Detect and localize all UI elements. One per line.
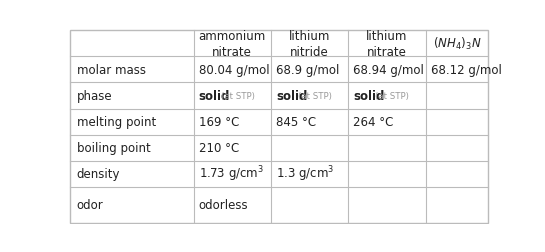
Text: odor: odor (76, 199, 104, 212)
Text: (at STP): (at STP) (221, 92, 255, 101)
Text: 845 °C: 845 °C (276, 116, 316, 129)
Text: lithium
nitrate: lithium nitrate (366, 30, 408, 59)
Text: ammonium
nitrate: ammonium nitrate (198, 30, 266, 59)
Text: boiling point: boiling point (76, 142, 150, 154)
Text: solid: solid (199, 90, 230, 103)
Text: solid: solid (353, 90, 385, 103)
Text: 1.73 g/cm$^3$: 1.73 g/cm$^3$ (199, 164, 264, 184)
Text: 1.3 g/cm$^3$: 1.3 g/cm$^3$ (276, 164, 335, 184)
Text: (at STP): (at STP) (298, 92, 332, 101)
Text: melting point: melting point (76, 116, 156, 129)
Text: 68.94 g/mol: 68.94 g/mol (353, 64, 424, 77)
Text: (at STP): (at STP) (376, 92, 409, 101)
Text: 264 °C: 264 °C (353, 116, 393, 129)
Text: 169 °C: 169 °C (199, 116, 239, 129)
Text: odorless: odorless (199, 199, 249, 212)
Text: 80.04 g/mol: 80.04 g/mol (199, 64, 269, 77)
Text: $(NH_4)_3N$: $(NH_4)_3N$ (433, 36, 481, 52)
Text: lithium
nitride: lithium nitride (289, 30, 330, 59)
Text: 68.9 g/mol: 68.9 g/mol (276, 64, 340, 77)
Text: solid: solid (276, 90, 307, 103)
Text: molar mass: molar mass (76, 64, 146, 77)
Text: 210 °C: 210 °C (199, 142, 239, 154)
Text: 68.12 g/mol: 68.12 g/mol (431, 64, 501, 77)
Text: phase: phase (76, 90, 112, 103)
Text: density: density (76, 168, 120, 180)
